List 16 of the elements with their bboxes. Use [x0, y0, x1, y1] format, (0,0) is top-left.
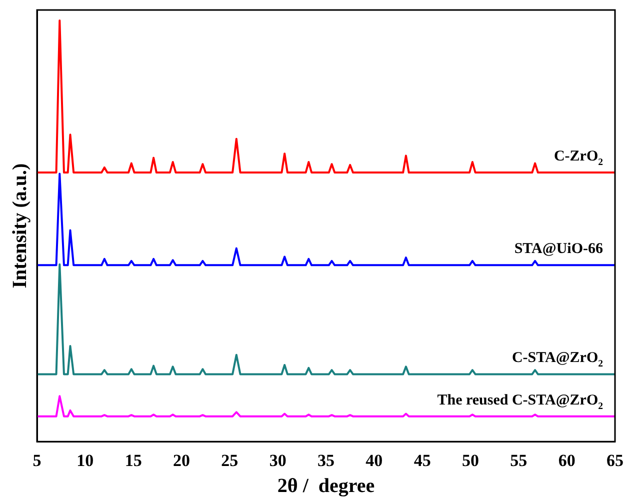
- x-tick-label: 65: [606, 451, 624, 470]
- x-tick-label: 30: [269, 451, 286, 470]
- y-axis-title: Intensity (a.u.): [9, 163, 32, 288]
- x-tick-label: 5: [32, 451, 42, 470]
- x-tick-label: 60: [558, 451, 576, 470]
- x-tick-label: 15: [124, 451, 142, 470]
- x-tick-label: 25: [221, 451, 238, 470]
- x-tick-label: 40: [366, 451, 383, 470]
- x-tick-label: 50: [462, 451, 479, 470]
- x-tick-label: 20: [173, 451, 190, 470]
- x-tick-label: 10: [76, 451, 94, 470]
- x-axis-title: 2θ / degree: [277, 475, 375, 498]
- x-tick-label: 55: [510, 451, 528, 470]
- x-tick-label: 45: [414, 451, 431, 470]
- series-label: STA@UiO-66: [514, 241, 604, 258]
- x-tick-label: 35: [318, 451, 334, 470]
